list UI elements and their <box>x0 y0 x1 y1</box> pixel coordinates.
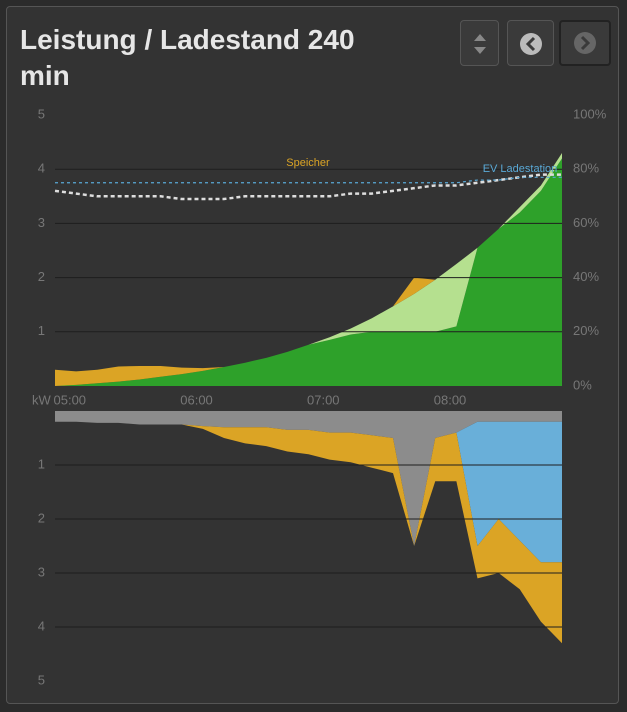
y-tick-label: 4 <box>38 161 45 176</box>
y2-tick-label: 100% <box>573 106 607 121</box>
area <box>55 421 562 644</box>
y2-tick-label: 60% <box>573 215 599 230</box>
x-tick-label: 05:00 <box>54 392 87 407</box>
y-tick-label: 2 <box>38 510 45 525</box>
y2-tick-label: 20% <box>573 323 599 338</box>
x-tick-label: 08:00 <box>434 392 467 407</box>
soc-line <box>54 173 562 201</box>
y2-tick-label: 80% <box>573 161 599 176</box>
next-button[interactable] <box>559 20 611 66</box>
sort-button[interactable] <box>460 20 499 66</box>
icon <box>520 33 542 55</box>
area <box>55 152 562 386</box>
series-label: Speicher <box>286 157 330 169</box>
y2-tick-label: 0% <box>573 377 592 392</box>
area <box>55 158 562 386</box>
y-axis-label: kW <box>32 392 52 407</box>
soc-line <box>55 176 562 184</box>
widget-title: Leistung / Ladestand 240 min <box>20 24 355 91</box>
x-tick-label: 06:00 <box>180 392 213 407</box>
y-tick-label: 5 <box>38 106 45 121</box>
icon <box>474 34 486 54</box>
y-tick-label: 1 <box>38 323 45 338</box>
y-tick-label: 3 <box>38 564 45 579</box>
area <box>55 421 562 563</box>
y-tick-label: 3 <box>38 215 45 230</box>
y-tick-label: 2 <box>38 269 45 284</box>
prev-button[interactable] <box>507 20 554 66</box>
y2-tick-label: 40% <box>573 269 599 284</box>
series-label: EV Ladestation <box>483 163 558 175</box>
y-tick-label: 5 <box>38 672 45 687</box>
icon <box>574 32 596 54</box>
x-tick-label: 07:00 <box>307 392 340 407</box>
y-tick-label: 4 <box>38 618 45 633</box>
y-tick-label: 1 <box>38 456 45 471</box>
